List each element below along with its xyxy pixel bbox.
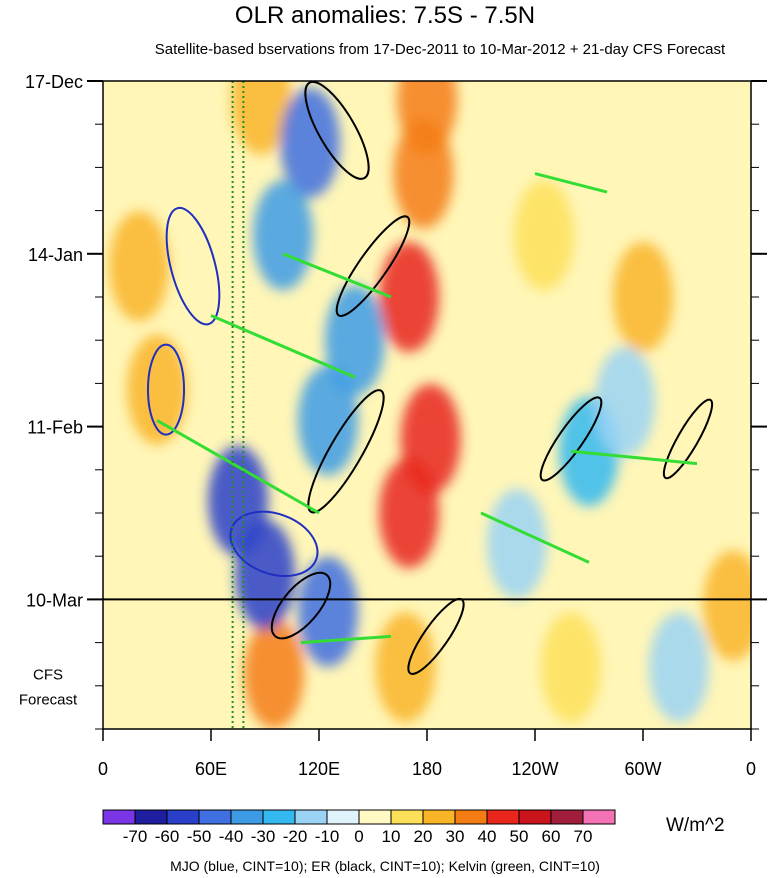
wave-contours xyxy=(147,81,714,675)
x-tick-label: 180 xyxy=(412,759,442,779)
colorbar: -70 -60 -50 -40 -30 -20 -10 0 10 20 30 40 50 60 70 xyxy=(102,809,616,846)
colorbar-label: -20 xyxy=(283,827,308,846)
colorbar-label: 30 xyxy=(446,827,465,846)
anomaly-blob xyxy=(703,550,751,661)
colorbar-swatch xyxy=(550,809,584,825)
anomaly-blob xyxy=(487,488,547,599)
anomaly-blob xyxy=(253,180,313,291)
colorbar-swatch xyxy=(198,809,232,825)
er-contour xyxy=(335,215,411,317)
mjo-contour xyxy=(165,206,221,326)
y-tick-label: 10-Mar xyxy=(26,590,83,610)
anomaly-blob xyxy=(649,612,709,723)
kelvin-contour xyxy=(210,314,356,379)
kelvin-contour xyxy=(480,511,590,564)
er-contour xyxy=(307,389,385,514)
colorbar-label: -50 xyxy=(187,827,212,846)
colorbar-swatch xyxy=(102,809,136,825)
y-tick-label: 11-Feb xyxy=(27,418,83,438)
y-tick-label: 14-Jan xyxy=(28,245,83,265)
kelvin-contour xyxy=(300,634,392,645)
colorbar-label: 10 xyxy=(382,827,401,846)
kelvin-contour xyxy=(156,419,320,515)
contour-legend-note: MJO (blue, CINT=10); ER (black, CINT=10)… xyxy=(170,858,600,874)
anomaly-blob xyxy=(244,618,304,729)
colorbar-label: -70 xyxy=(123,827,148,846)
er-contour xyxy=(539,396,603,482)
colorbar-label: -30 xyxy=(251,827,276,846)
anomaly-blob xyxy=(514,180,574,291)
chart-title: OLR anomalies: 7.5S - 7.5N xyxy=(234,2,536,29)
colorbar-swatch xyxy=(422,809,456,825)
colorbar-swatch xyxy=(358,809,392,825)
anomaly-blob xyxy=(393,118,454,229)
anomaly-blob xyxy=(298,556,358,667)
colorbar-label: -60 xyxy=(155,827,180,846)
colorbar-swatch xyxy=(390,809,424,825)
anomaly-blob xyxy=(325,285,385,396)
colorbar-swatch xyxy=(486,809,520,825)
forecast-label: Forecast xyxy=(19,691,78,708)
x-tick-label: 60E xyxy=(195,759,227,779)
colorbar-swatch xyxy=(134,809,168,825)
anomaly-blob xyxy=(379,458,439,568)
colorbar-swatch xyxy=(294,809,328,825)
colorbar-label: 20 xyxy=(414,827,433,846)
colorbar-label: 60 xyxy=(542,827,561,846)
mjo-contour xyxy=(229,510,319,577)
colorbar-label: 0 xyxy=(354,827,363,846)
anomaly-blob xyxy=(379,242,439,352)
olr-anomaly-field xyxy=(109,81,751,729)
x-tick-label: 0 xyxy=(746,759,756,779)
colorbar-swatch xyxy=(326,809,360,825)
x-tick-label: 60W xyxy=(624,759,661,779)
colorbar-label: 40 xyxy=(478,827,497,846)
colorbar-swatch xyxy=(262,809,296,825)
mjo-contour xyxy=(147,343,185,436)
anomaly-blob xyxy=(280,87,340,198)
kelvin-contour xyxy=(534,172,608,194)
anomaly-blob xyxy=(109,211,169,322)
anomaly-blob xyxy=(595,346,655,457)
colorbar-label: -10 xyxy=(315,827,340,846)
y-tick-label: 17-Dec xyxy=(25,72,83,92)
colorbar-swatch xyxy=(518,809,552,825)
x-tick-label: 120E xyxy=(298,759,340,779)
forecast-label: CFS xyxy=(33,666,63,683)
colorbar-swatch xyxy=(230,809,264,825)
colorbar-label: 50 xyxy=(510,827,529,846)
anomaly-blob xyxy=(231,81,292,155)
kelvin-contour xyxy=(282,252,392,299)
anomaly-blob xyxy=(613,242,673,352)
anomaly-blob xyxy=(127,334,187,445)
anomaly-blob xyxy=(541,612,601,723)
axes: 0 60E 120E 180 120W 60W 0 17-Dec 14-Jan 11-Feb 10-… xyxy=(19,72,767,779)
er-contour xyxy=(270,571,332,640)
er-contour xyxy=(304,81,370,180)
colorbar-swatch xyxy=(166,809,200,825)
x-tick-label: 0 xyxy=(98,759,108,779)
x-tick-label: 120W xyxy=(511,759,558,779)
er-contour xyxy=(662,398,714,480)
colorbar-label: -40 xyxy=(219,827,244,846)
colorbar-label: 70 xyxy=(574,827,593,846)
chart-subtitle: Satellite-based bservations from 17-Dec-… xyxy=(154,41,726,58)
colorbar-swatch xyxy=(454,809,488,825)
kelvin-contour xyxy=(570,449,698,466)
reference-lines xyxy=(103,81,751,729)
colorbar-swatch xyxy=(582,809,616,825)
colorbar-units: W/m^2 xyxy=(666,815,725,836)
anomaly-blob xyxy=(298,365,358,476)
